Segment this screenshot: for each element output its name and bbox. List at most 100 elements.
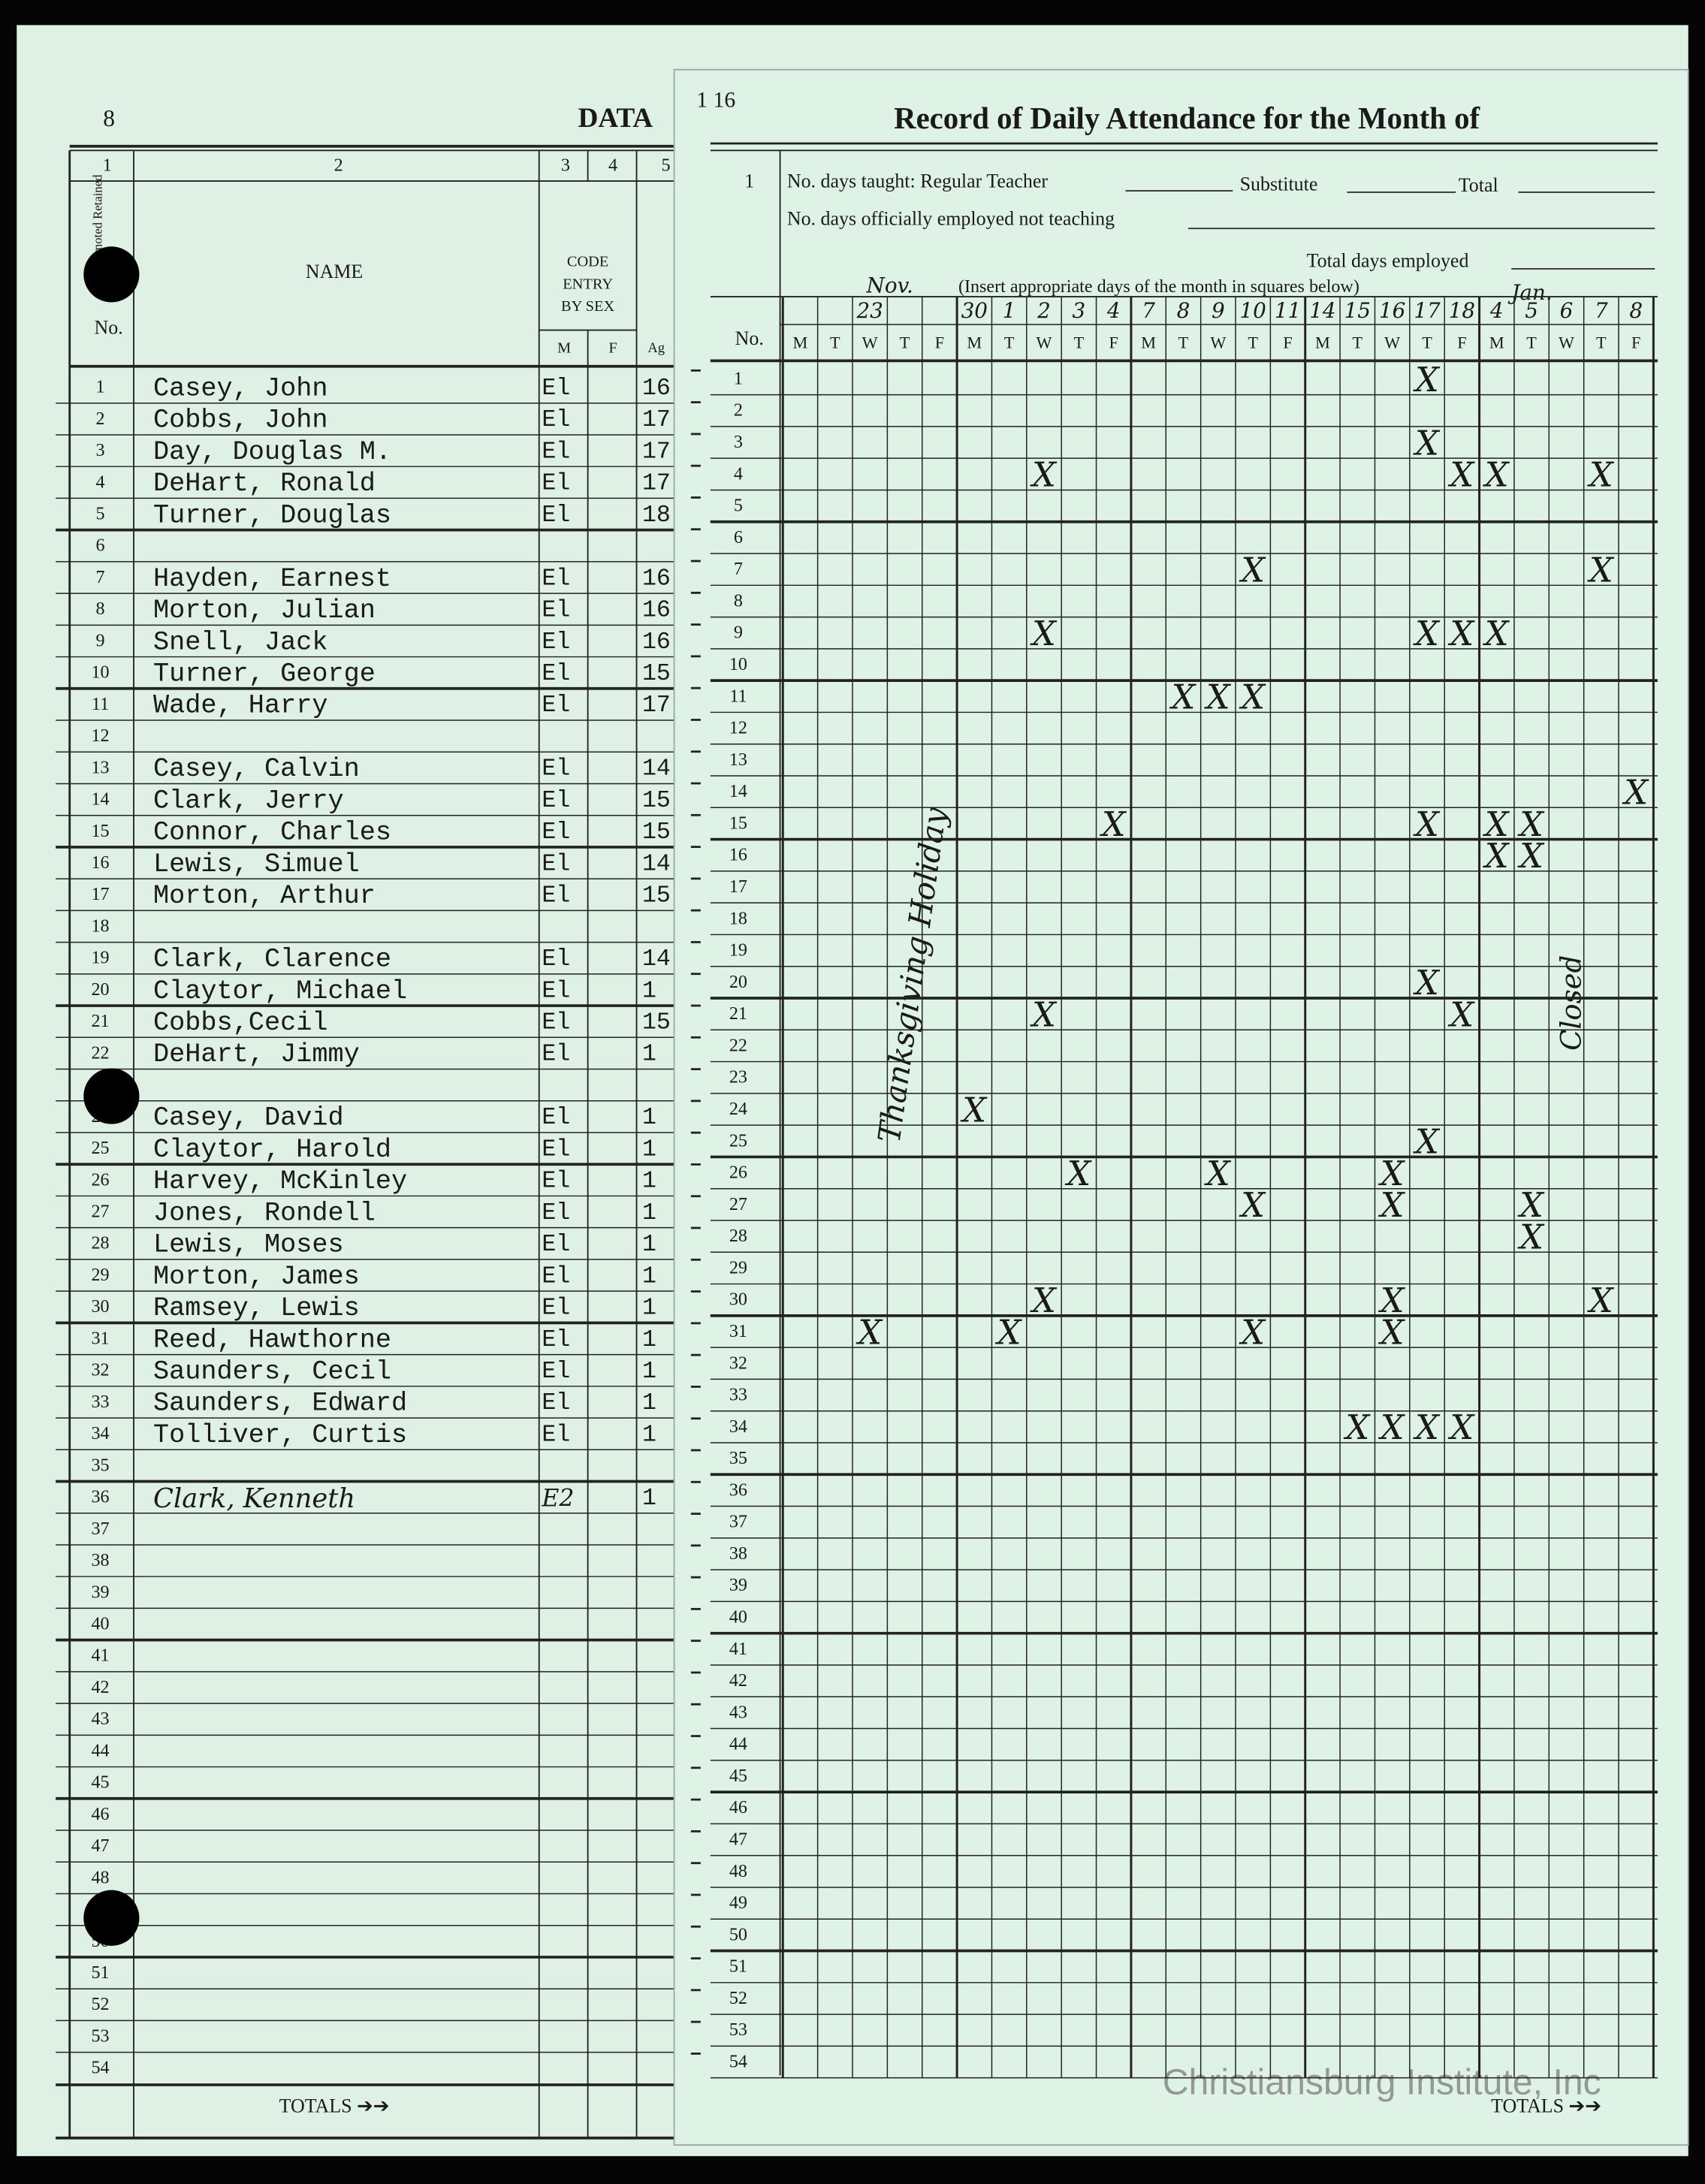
absence-mark: X [1517, 1187, 1545, 1225]
row-number: 33 [729, 1386, 747, 1405]
row-number: 45 [729, 1766, 747, 1786]
age: 15 [642, 883, 671, 909]
totals-label: TOTALS ➔➔ [279, 2095, 390, 2117]
row-number: 53 [729, 2020, 747, 2040]
row-number: 5 [96, 504, 105, 523]
row-number: 4 [96, 472, 105, 492]
totals-label: TOTALS ➔➔ [1491, 2095, 1601, 2117]
weekday: T [1178, 333, 1189, 352]
weekday: M [1141, 333, 1156, 352]
age: 16 [642, 629, 671, 656]
row-number: 5 [734, 496, 743, 516]
age-header: Ag [647, 340, 665, 356]
absence-mark: X [856, 1314, 883, 1352]
student-name: Clark, Clarence [153, 945, 391, 975]
row-number: 43 [91, 1709, 109, 1729]
absence-mark: X [1204, 1155, 1232, 1193]
row-number: 54 [729, 2053, 747, 2072]
page-number: 1 16 [696, 89, 735, 113]
row-number: 49 [729, 1893, 747, 1913]
weekday: T [1596, 333, 1607, 352]
total: Total [1459, 174, 1498, 196]
row-number: 7 [734, 560, 743, 579]
date: 17 [1414, 298, 1441, 323]
absence-mark: X [1378, 1314, 1406, 1352]
absence-mark: X [1517, 837, 1545, 876]
column-number: 5 [661, 156, 670, 176]
row-number: 22 [91, 1043, 109, 1063]
weekday: T [1004, 333, 1015, 352]
weekday: F [1109, 333, 1118, 352]
age: 14 [642, 756, 671, 783]
entry-code: El [542, 1136, 570, 1163]
entry-code: El [542, 883, 570, 909]
weekday: W [1210, 333, 1226, 352]
row-number: 16 [729, 846, 747, 865]
absence-mark: X [1413, 424, 1441, 463]
sex-header: F [608, 340, 617, 357]
absence-mark: X [1517, 1218, 1545, 1256]
entry-code: El [542, 407, 570, 433]
row-number: 21 [91, 1012, 109, 1031]
absence-mark: X [1517, 806, 1545, 844]
row-number: 27 [729, 1195, 747, 1214]
row-number: 7 [96, 568, 105, 587]
weekday: M [793, 333, 808, 352]
entry-code: El [542, 1200, 570, 1226]
punch-hole [83, 1890, 140, 1946]
row-number: 40 [729, 1608, 747, 1627]
row-number: 41 [91, 1646, 109, 1666]
age: 17 [642, 692, 671, 719]
row-number: 21 [729, 1004, 747, 1024]
row-number: 28 [91, 1234, 109, 1253]
age: 14 [642, 851, 671, 877]
date: 4 [1106, 298, 1121, 323]
row-number: 35 [729, 1449, 747, 1468]
weekday: T [1526, 333, 1537, 352]
entry-code: El [542, 1169, 570, 1195]
student-name: Morton, James [153, 1262, 360, 1292]
row-number: 43 [729, 1703, 747, 1722]
row-number: 50 [729, 1925, 747, 1944]
age: 16 [642, 566, 671, 592]
row-number: 51 [729, 1957, 747, 1977]
student-name: Lewis, Moses [153, 1230, 344, 1260]
student-name: Jones, Rondell [153, 1198, 376, 1228]
row-number: 14 [729, 782, 747, 801]
student-name: Casey, David [153, 1103, 344, 1133]
weekday: T [1352, 333, 1362, 352]
weekday: F [1631, 333, 1640, 352]
absence-mark: X [1413, 615, 1441, 653]
row-number: 38 [729, 1544, 747, 1564]
row-number: 2 [734, 401, 743, 421]
date: 30 [961, 298, 988, 323]
absence-mark: X [1239, 1314, 1266, 1352]
absence-mark: X [1483, 615, 1510, 653]
entry-code: El [542, 819, 570, 846]
age: 15 [642, 1010, 671, 1036]
row-number: 13 [91, 758, 109, 777]
row-number: 2 [96, 409, 105, 429]
entry-code: El [542, 1232, 570, 1258]
age: 1 [642, 1390, 656, 1416]
row-number: 35 [91, 1455, 109, 1475]
age: 17 [642, 407, 671, 433]
row-number: 32 [729, 1353, 747, 1373]
row-number: 26 [729, 1163, 747, 1183]
student-name: Turner, George [153, 659, 376, 689]
column-number: 2 [334, 156, 343, 176]
student-name: Morton, Julian [153, 596, 376, 626]
age: 1 [642, 1486, 656, 1512]
weekday: T [1248, 333, 1258, 352]
student-name: Day, Douglas M. [153, 437, 391, 467]
page-number: 8 [103, 105, 115, 131]
row-number: 48 [729, 1862, 747, 1881]
absence-mark: X [1169, 679, 1197, 717]
absence-mark: X [1239, 552, 1266, 590]
row-number: 29 [91, 1265, 109, 1285]
absence-mark: X [1448, 457, 1476, 495]
absence-mark: X [1378, 1282, 1406, 1320]
student-name: Ramsey, Lewis [153, 1293, 360, 1323]
row-number: 46 [729, 1798, 747, 1817]
